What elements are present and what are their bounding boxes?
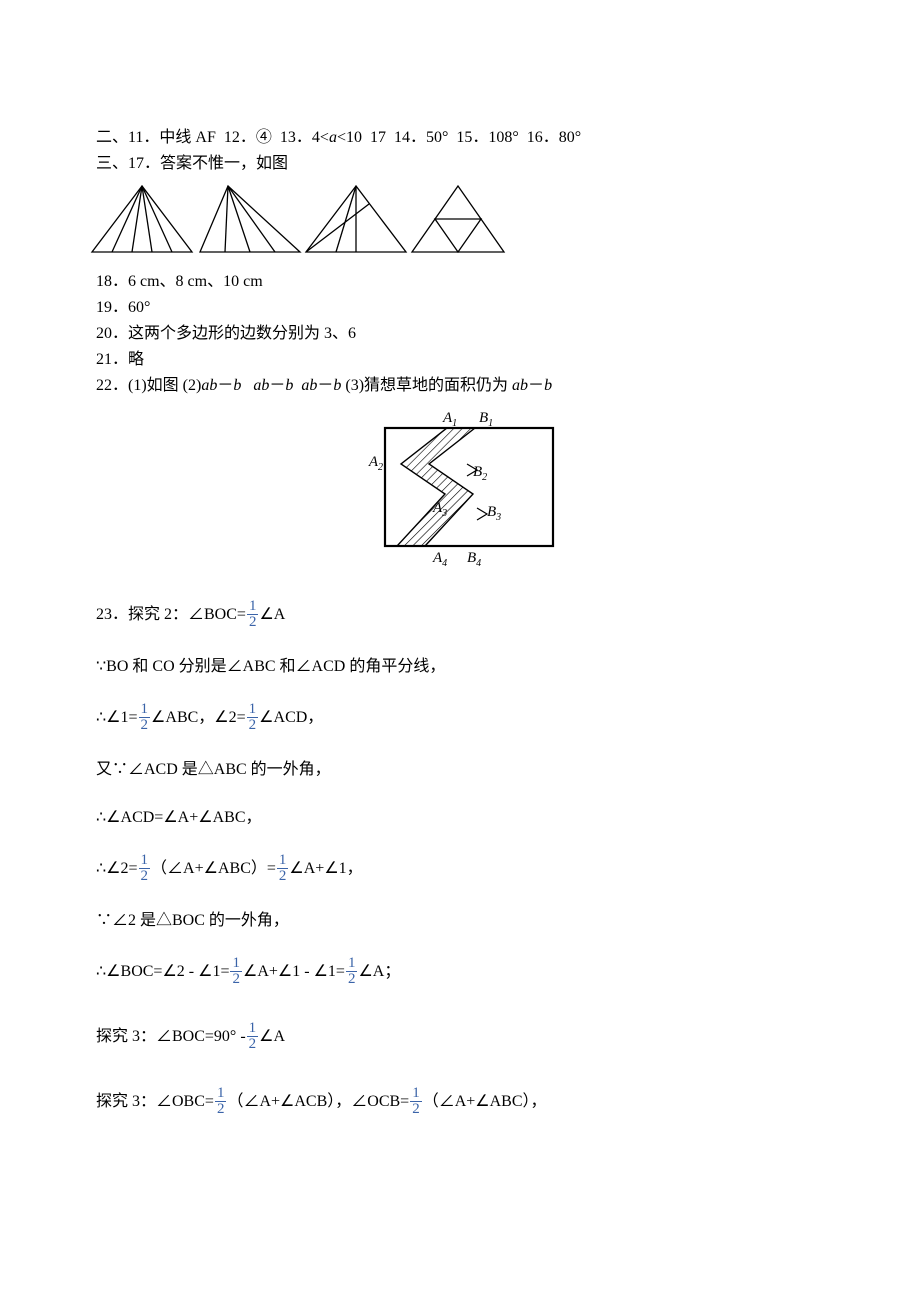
svg-text:B2: B2 [473, 464, 487, 483]
ans-22: 22．(1)如图 (2)ab－b ab－b ab－b (3)猜想草地的面积仍为 … [96, 374, 824, 398]
ans-20: 20．这两个多边形的边数分别为 3、6 [96, 322, 824, 346]
fraction-half-icon: 12 [247, 702, 259, 733]
svg-text:B1: B1 [479, 410, 493, 429]
a23-p7-mid: ∠A+∠1 - ∠1= [243, 963, 345, 980]
answer-page: 二、11．中线 AF 12．④ 13．4<a<10 17 14．50° 15．1… [0, 0, 920, 1202]
triangles-svg [88, 184, 508, 256]
a22-post-pre: (3)猜想草地的面积仍为 [341, 377, 512, 394]
a22-t2c-l: ab [301, 377, 317, 394]
ans-21: 21．略 [96, 348, 824, 372]
ans-13-pre: 13．4< [280, 129, 329, 146]
figure-22-svg: A1 B1 A2 B2 A3 B3 A4 B4 [355, 408, 565, 568]
section-2-line: 二、11．中线 AF 12．④ 13．4<a<10 17 14．50° 15．1… [96, 102, 824, 150]
ans-22-pre: 22．(1)如图 (2) [96, 377, 201, 394]
a23-p7-pre: ∴∠BOC=∠2 - ∠1= [96, 963, 229, 980]
a23-e3b-post: （∠A+∠ABC）， [423, 1093, 547, 1110]
a22-t3-l: ab [512, 377, 528, 394]
a23-p7-post: ∠A； [358, 963, 400, 980]
a23-p1: ∵BO 和 CO 分别是∠ABC 和∠ACD 的角平分线， [96, 655, 824, 679]
a23-p4: ∴∠ACD=∠A+∠ABC， [96, 806, 824, 830]
a23-p7: ∴∠BOC=∠2 - ∠1=12∠A+∠1 - ∠1=12∠A； [96, 957, 824, 988]
fraction-half-icon: 12 [139, 702, 151, 733]
svg-text:A4: A4 [432, 550, 447, 568]
ans-11: 11．中线 AF [128, 129, 216, 146]
a23-e3a: 探究 3：∠BOC=90° -12∠A [96, 1022, 824, 1053]
ans-13-var: a [329, 129, 337, 146]
a23-e3b: 探究 3：∠OBC=12（∠A+∠ACB），∠OCB=12（∠A+∠ABC）， [96, 1087, 824, 1118]
fraction-half-icon: 12 [410, 1086, 422, 1117]
a23-head-pre: 23．探究 2：∠BOC= [96, 606, 246, 623]
a23-p3: 又∵∠ACD 是△ABC 的一外角， [96, 758, 824, 782]
a23-e3b-mid: （∠A+∠ACB），∠OCB= [227, 1093, 409, 1110]
a23-p6: ∵∠2 是△BOC 的一外角， [96, 909, 824, 933]
a23-p5-mid2: ∠A+∠1， [289, 860, 362, 877]
figure-22: A1 B1 A2 B2 A3 B3 A4 B4 [96, 408, 824, 576]
svg-text:B4: B4 [467, 550, 481, 568]
label-section-3: 三、 [96, 155, 128, 172]
fraction-half-icon: 12 [247, 599, 259, 630]
a22-t2a-l: ab [201, 377, 217, 394]
fraction-half-icon: 12 [346, 956, 358, 987]
section-3-line: 三、17．答案不惟一，如图 [96, 152, 824, 176]
a23-p5: ∴∠2=12（∠A+∠ABC）=12∠A+∠1， [96, 854, 824, 885]
fraction-half-icon: 12 [230, 956, 242, 987]
ans-16: 16．80° [527, 129, 581, 146]
a22-t2b-l: ab [253, 377, 269, 394]
fraction-half-icon: 12 [215, 1086, 227, 1117]
a23-p2: ∴∠1=12∠ABC，∠2=12∠ACD， [96, 703, 824, 734]
a23-e3a-pre: 探究 3：∠BOC=90° - [96, 1028, 246, 1045]
ans-18: 18．6 cm、8 cm、10 cm [96, 270, 824, 294]
a23-p2-post: ∠ACD， [259, 709, 323, 726]
a23-p5-mid1: （∠A+∠ABC）= [151, 860, 276, 877]
ans-19: 19．60° [96, 296, 824, 320]
a23-p2-pre: ∴∠1= [96, 709, 138, 726]
a23-e3a-post: ∠A [259, 1028, 285, 1045]
ans-23-head: 23．探究 2：∠BOC=12∠A [96, 600, 824, 631]
svg-text:A2: A2 [368, 454, 383, 473]
fraction-half-icon: 12 [139, 853, 151, 884]
a23-head-post: ∠A [259, 606, 285, 623]
triangle-figures [88, 184, 824, 264]
a22-t2a-r: b [233, 377, 241, 394]
svg-text:A1: A1 [442, 410, 457, 429]
label-section-2: 二、 [96, 129, 128, 146]
a23-p2-mid: ∠ABC，∠2= [151, 709, 246, 726]
ans-13-post: <10 17 [337, 129, 386, 146]
ans-12: 12．④ [224, 129, 272, 146]
ans-14: 14．50° [394, 129, 448, 146]
a23-e3b-pre: 探究 3：∠OBC= [96, 1093, 214, 1110]
fraction-half-icon: 12 [247, 1021, 259, 1052]
a22-t3-r: b [544, 377, 552, 394]
a22-t2b-r: b [285, 377, 293, 394]
ans-15: 15．108° [456, 129, 518, 146]
svg-text:B3: B3 [487, 504, 501, 523]
ans-17: 17．答案不惟一，如图 [128, 155, 288, 172]
a23-p5-pre: ∴∠2= [96, 860, 138, 877]
fraction-half-icon: 12 [277, 853, 289, 884]
